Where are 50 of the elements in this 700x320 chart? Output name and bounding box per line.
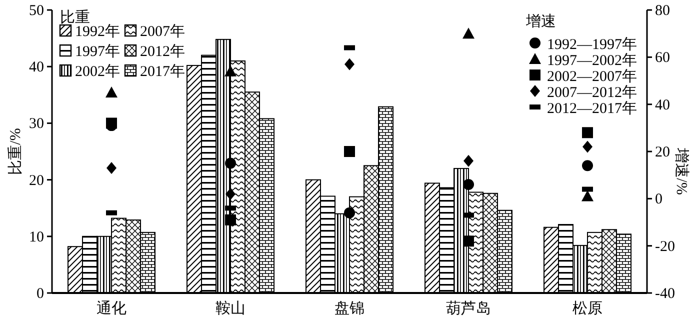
y2-axis-title: 增速/% [673,147,690,195]
point [106,162,116,174]
point [464,154,474,167]
x-tick-label: 松原 [572,300,602,317]
y-tick-label: 0 [36,286,44,302]
point [226,188,236,200]
point [344,207,355,218]
point [463,236,474,247]
y2-tick-label: 0 [655,192,662,208]
y2-tick-label: 60 [655,50,670,66]
y2-tick-label: -20 [655,238,675,255]
y2-tick-label: -40 [655,286,675,302]
legend-label: 1992年 [75,23,120,40]
legend-title: 比重 [60,9,90,26]
point [582,160,593,172]
point [463,179,474,190]
y-tick-label: 40 [29,60,44,76]
legend-label: 2002—2007年 [547,68,637,85]
y-tick-label: 30 [29,116,44,132]
point [344,146,355,157]
point [224,65,236,76]
legend-label: 2012年 [140,43,185,60]
y2-tick-label: 80 [655,3,670,19]
legend-label: 2017年 [140,63,185,80]
y2-tick-label: 40 [655,97,670,114]
point [225,158,236,169]
legend-label: 2007—2012年 [547,84,637,101]
y2-tick-label: 20 [655,144,670,160]
x-tick-label: 通化 [96,300,126,317]
point [582,140,592,153]
x-tick-label: 盘锦 [334,300,364,317]
x-tick-label: 葫芦岛 [446,300,491,317]
annotation: 增速 [525,13,556,30]
legend-label: 2002年 [75,63,120,80]
legend-label: 2007年 [140,23,185,40]
point [106,86,118,98]
legend-label: 1997—2002年 [547,52,637,69]
point [344,58,354,70]
y-tick-label: 20 [29,172,44,189]
x-tick-label: 鞍山 [216,300,246,317]
legend-label: 1997年 [75,43,120,60]
y-axis-title: 比重/% [7,128,24,175]
point [582,190,594,202]
point [582,127,593,138]
y-tick-label: 50 [29,3,44,19]
y-tick-label: 10 [29,229,44,246]
point [225,214,236,226]
point [462,28,474,39]
legend-label: 2012—2017年 [547,100,637,117]
legend-label: 1992—1997年 [547,36,637,53]
